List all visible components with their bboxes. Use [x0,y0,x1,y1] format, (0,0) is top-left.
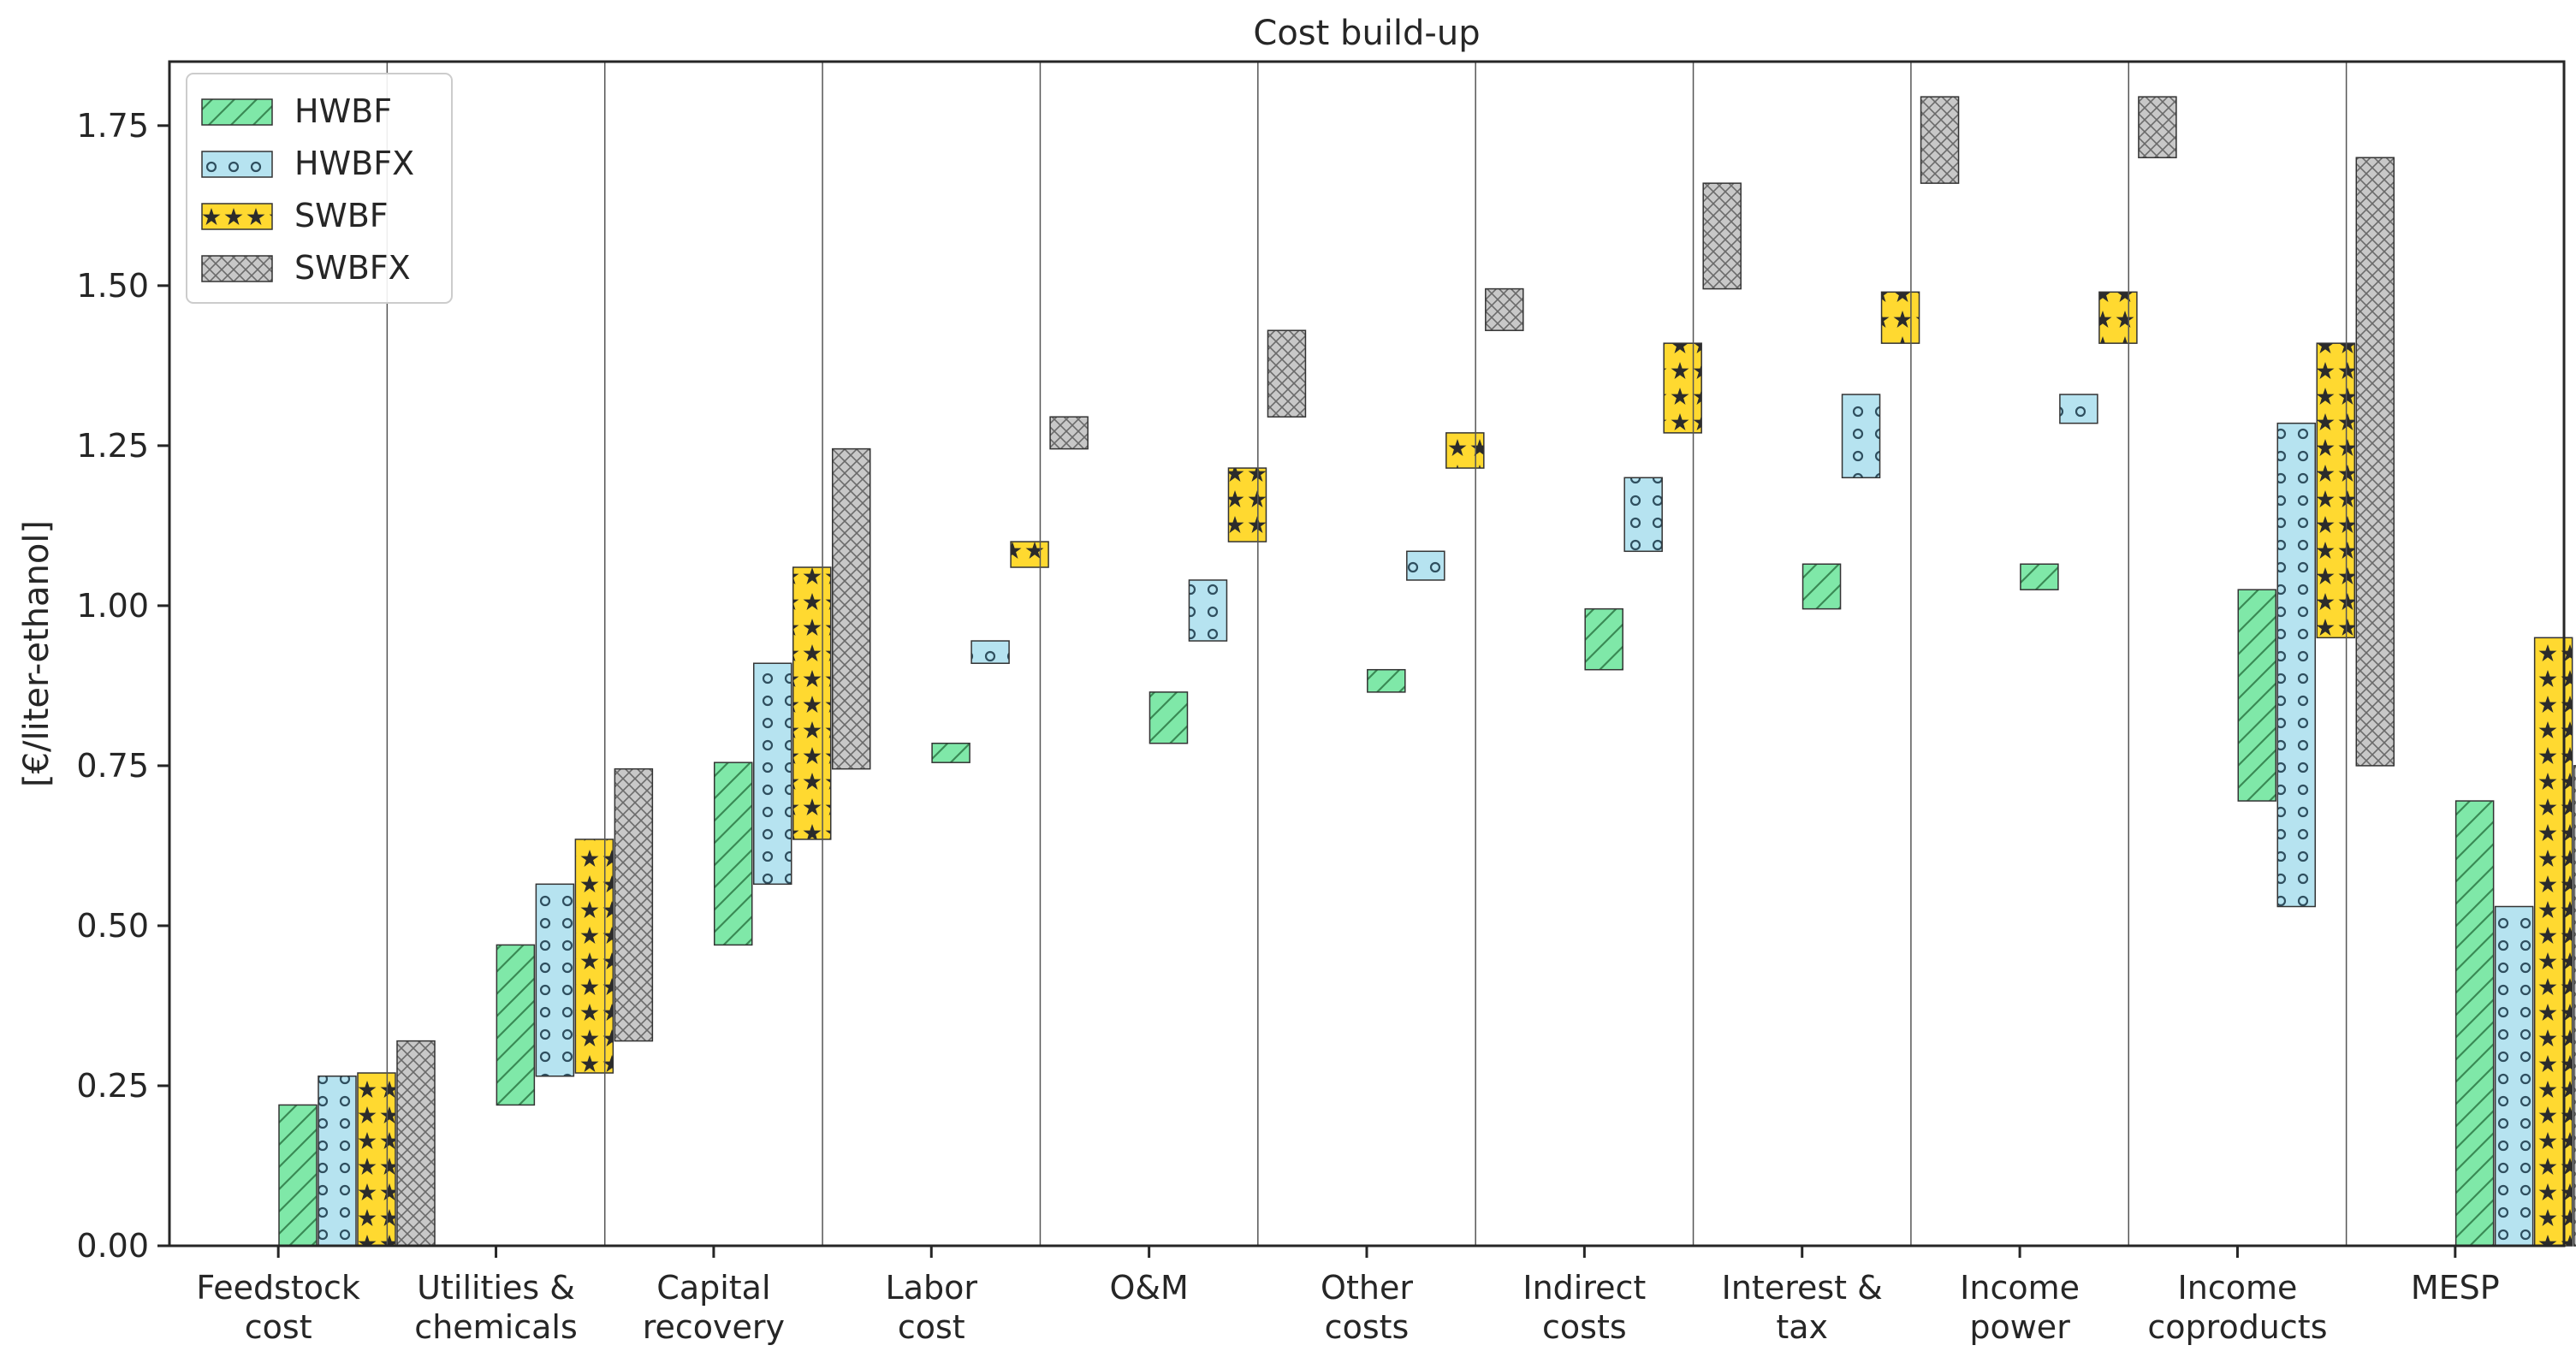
y-axis-label: [€/liter-ethanol] [17,520,56,787]
bar-pattern-swbf-income-coproducts [2316,342,2356,639]
y-tick-label: 0.00 [76,1227,149,1265]
x-tick-label-oandm: O&M [1109,1269,1188,1307]
bar-pattern-swbf-labor-cost [1010,541,1049,568]
bar-pattern-swbfx-interest-and-tax [1920,96,1960,184]
x-tick-label-labor-cost: Labor cost [886,1269,978,1346]
y-tick-label: 0.25 [76,1067,149,1105]
bar-pattern-hwbfx-oandm [1188,579,1228,642]
x-tick-label-other-costs: Other costs [1321,1269,1413,1346]
bar-pattern-swbfx-income-coproducts [2355,157,2395,767]
legend-swatch-pattern-swbf [201,203,273,230]
legend-swatch-pattern-hwbf [201,98,273,126]
bar-pattern-hwbfx-income-coproducts [2276,422,2317,908]
y-tick-label: 1.75 [76,107,149,145]
bar-pattern-hwbf-other-costs [1367,668,1406,693]
x-tick-label-utilities-and-chemicals: Utilities & chemicals [414,1269,577,1346]
legend-label-swbf: SWBF [294,197,389,234]
legend-swatch-pattern-swbfx [201,255,273,282]
bar-pattern-swbf-indirect-costs [1663,342,1702,434]
legend-box [186,73,453,304]
bar-pattern-hwbf-capital-recovery [713,762,753,946]
bar-pattern-hwbf-indirect-costs [1584,607,1623,671]
axes-layer: 0.00 0.25 0.50 0.75 1.00 1.25 1.50 1.75 Feedstoc… [17,14,2566,1346]
bar-pattern-hwbfx-labor-cost [970,640,1010,664]
bar-pattern-hwbf-interest-and-tax [1801,563,1842,610]
bar-pattern-hwbf-utilities-and-chemicals [496,944,536,1106]
bar-pattern-swbfx-oandm [1267,329,1307,418]
legend-label-hwbfx: HWBFX [294,145,414,182]
bars-layer [278,96,2576,1247]
bar-pattern-swbfx-capital-recovery [831,447,871,770]
y-tick-label: 0.75 [76,747,149,785]
bar-pattern-swbfx-utilities-and-chemicals [614,767,654,1042]
x-tick-label-interest-and-tax: Interest & tax [1722,1269,1883,1346]
category-separators [386,62,2347,1246]
bar-pattern-hwbfx-other-costs [1406,550,1445,581]
bar-pattern-swbf-oandm [1227,467,1267,542]
bar-pattern-hwbf-income-coproducts [2237,589,2277,802]
bar-pattern-swbf-feedstock-cost [357,1072,396,1247]
legend-label-hwbf: HWBF [294,92,392,130]
y-tick-label: 1.50 [76,267,149,305]
bar-pattern-swbf-other-costs [1445,432,1485,469]
bar-pattern-swbfx-income-power [2138,96,2177,158]
x-tick-label-capital-recovery: Capital recovery [643,1269,785,1346]
legend-label-swbfx: SWBFX [294,249,411,287]
y-tick-label: 1.00 [76,587,149,625]
bar-pattern-hwbfx-feedstock-cost [318,1076,357,1247]
chart-title: Cost build-up [1253,14,1480,53]
bar-pattern-hwbfx-capital-recovery [752,662,792,886]
bar-pattern-swbfx-mesp [2573,765,2576,1247]
bar-pattern-swbf-income-power [2098,291,2138,344]
y-tick-label: 1.25 [76,427,149,465]
bar-pattern-hwbf-labor-cost [931,742,970,763]
x-tick-label-indirect-costs: Indirect costs [1522,1269,1646,1346]
bar-pattern-swbf-capital-recovery [792,566,832,840]
bar-pattern-hwbf-mesp [2454,800,2495,1247]
legend-swatch-pattern-hwbfx [201,151,273,178]
bar-pattern-hwbfx-income-power [2059,394,2098,424]
bar-pattern-swbfx-indirect-costs [1702,182,1742,290]
bar-pattern-hwbf-income-power [2020,563,2059,590]
bar-pattern-hwbfx-mesp [2494,905,2534,1247]
bar-pattern-hwbfx-utilities-and-chemicals [535,883,575,1077]
bar-pattern-swbf-utilities-and-chemicals [574,839,614,1074]
bar-pattern-hwbfx-indirect-costs [1623,477,1663,553]
x-tick-label-income-coproducts: Income coproducts [2147,1269,2327,1346]
x-tick-label-feedstock-cost: Feedstock cost [196,1269,360,1346]
bar-pattern-swbf-interest-and-tax [1880,291,1920,344]
legend: HWBF HWBFX SWBF SWBFX [186,73,453,304]
bar-pattern-hwbfx-interest-and-tax [1841,394,1881,479]
bar-pattern-hwbf-feedstock-cost [278,1104,318,1247]
bar-pattern-swbfx-labor-cost [1049,416,1089,450]
x-tick-label-income-power: Income power [1960,1269,2080,1346]
bar-pattern-swbf-mesp [2533,637,2573,1247]
bar-pattern-hwbf-oandm [1149,691,1189,744]
x-tick-label-mesp: MESP [2411,1269,2500,1307]
y-tick-label: 0.50 [76,907,149,945]
bar-pattern-swbfx-other-costs [1485,287,1524,331]
bar-pattern-swbfx-feedstock-cost [396,1040,436,1247]
